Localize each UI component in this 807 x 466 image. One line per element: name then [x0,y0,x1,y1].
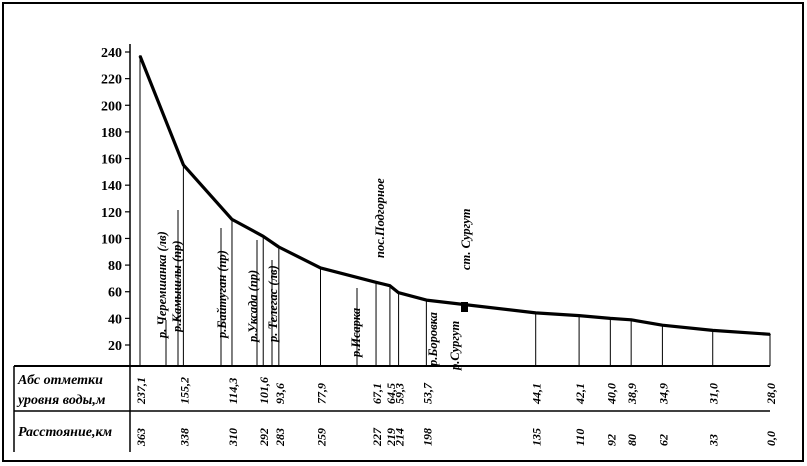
data-point [278,246,280,248]
annotation-label: р. Черемшанка (лв) [155,231,169,339]
y-tick-label: 220 [101,73,122,88]
data-point [578,314,580,317]
annotation-label: р.Исарка [349,308,363,358]
distance-value-label: 110 [573,429,587,446]
level-value-label: 93,6 [273,383,287,404]
distance-value-label: 92 [604,434,618,446]
data-point [375,281,377,284]
level-value-label: 155,2 [177,377,191,404]
distance-value-label: 292 [257,428,271,447]
data-point [425,299,428,301]
distance-value-label: 363 [134,428,148,447]
annotation-label: р.Сургут [448,320,462,371]
level-value-label: 40,0 [604,383,618,405]
y-tick-label: 240 [101,46,122,61]
y-tick-label: 160 [101,153,122,168]
level-value-label: 28,0 [764,383,778,405]
level-value-label: 101,6 [257,377,271,404]
annotation-label: р. Телегас (лв) [266,265,280,343]
distance-value-label: 135 [530,428,544,446]
y-tick-label: 100 [101,232,122,247]
distance-value-label: 198 [420,428,434,446]
distance-value-label: 227 [370,427,384,447]
data-point [389,284,391,287]
y-tick-label: 180 [101,126,122,141]
y-tick-label: 200 [101,99,122,114]
distance-value-label: 0,0 [764,431,778,446]
y-tick-label: 20 [108,339,122,354]
data-point [262,235,265,238]
level-value-label: 38,9 [625,383,639,405]
data-point [609,317,612,320]
annotation-label: р.Камышлы (пр) [170,241,184,334]
row-header-distance: Расстояние,км [18,425,113,440]
distance-value-label: 283 [273,428,287,447]
annotation-label: пос.Подгорное [373,178,387,258]
data-point [711,329,714,332]
level-value-label: 64,5 [384,383,398,404]
water-level-line [138,55,771,336]
distance-value-label: 214 [393,428,407,447]
distance-value-label: 259 [314,428,328,447]
level-value-label: 44,1 [530,383,544,405]
level-value-label: 34,9 [656,383,670,405]
row-header-level-line1: Абс отметки [17,373,103,388]
row-header-level-line2: уровня воды,м [16,393,106,408]
data-point [661,324,664,326]
distance-value-label: 80 [625,434,639,446]
annotation-label: р.Боровка [426,312,440,367]
y-tick-label: 120 [101,206,122,221]
annotation-label: ст. Сургут [459,208,473,270]
annotation-label: р.Уксада (пр) [246,270,260,343]
y-tick-label: 40 [108,312,122,327]
data-point [630,319,632,321]
data-point [182,164,185,166]
level-value-label: 67,1 [370,383,384,404]
level-value-label: 53,7 [420,382,434,404]
distance-value-label: 338 [177,428,191,447]
data-point [769,333,771,336]
data-point [534,312,537,314]
y-tick-label: 80 [108,259,122,274]
distance-value-label: 62 [656,434,670,446]
distance-value-label: 219 [384,428,398,447]
y-tick-label: 140 [101,179,122,194]
distance-value-label: 310 [226,428,240,447]
level-value-label: 59,3 [393,383,407,404]
data-point [319,267,322,269]
level-value-label: 77,9 [314,383,328,404]
data-point [397,291,400,294]
level-value-label: 42,1 [573,383,587,405]
data-point [231,218,233,221]
distance-value-label: 33 [707,434,721,447]
level-value-label: 237,1 [134,377,148,405]
annotation-label: р.Байтуган (пр) [215,250,229,339]
station-marker [461,302,468,312]
y-tick-label: 60 [108,286,122,301]
data-point [139,55,141,57]
level-value-label: 31,0 [707,383,721,405]
level-value-label: 114,3 [226,378,240,404]
